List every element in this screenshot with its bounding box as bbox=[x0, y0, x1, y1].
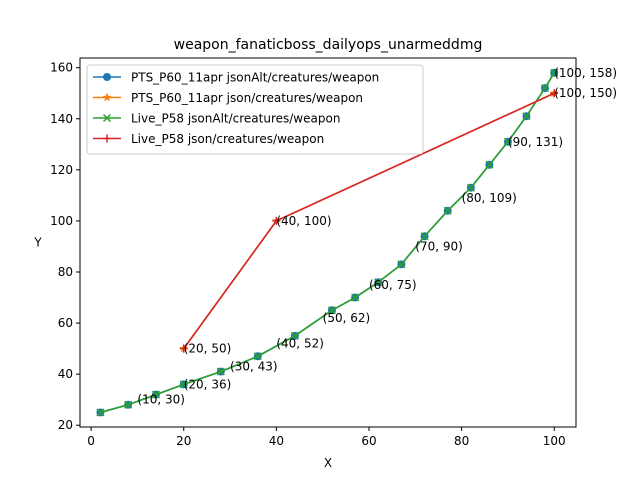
data-point-plus bbox=[272, 216, 281, 225]
data-point-x bbox=[443, 206, 452, 215]
legend-item: Live_P58 jsonAlt/creatures/weapon bbox=[93, 112, 340, 126]
data-point-x bbox=[253, 352, 262, 361]
x-tick-label: 20 bbox=[176, 434, 191, 448]
data-point-plus bbox=[179, 344, 188, 353]
data-point-plus bbox=[550, 89, 559, 98]
data-point-x bbox=[179, 380, 188, 389]
legend-label: PTS_P60_11apr jsonAlt/creatures/weapon bbox=[131, 71, 379, 85]
data-point-x bbox=[290, 331, 299, 340]
data-point-x bbox=[503, 137, 512, 146]
data-label: (20, 50) bbox=[184, 342, 232, 356]
y-tick-label: 60 bbox=[58, 316, 73, 330]
data-point-x bbox=[397, 260, 406, 269]
y-tick-label: 20 bbox=[58, 418, 73, 432]
data-label: (20, 36) bbox=[184, 377, 232, 391]
data-label: (100, 150) bbox=[554, 86, 617, 100]
plot-layer bbox=[96, 68, 559, 417]
data-point-x bbox=[96, 408, 105, 417]
x-tick-label: 100 bbox=[543, 434, 566, 448]
legend-box bbox=[86, 64, 424, 155]
data-point-x bbox=[351, 293, 360, 302]
data-point-x bbox=[466, 183, 475, 192]
data-label: (70, 90) bbox=[415, 239, 463, 253]
data-label: (80, 109) bbox=[462, 191, 517, 205]
data-point-x bbox=[374, 278, 383, 287]
data-point-x bbox=[550, 68, 559, 77]
data-label: (30, 43) bbox=[230, 359, 278, 373]
x-tick-label: 60 bbox=[361, 434, 376, 448]
annotation-layer: (10, 30) (20, 36) (20, 50) (30, 43) (40, 52)… bbox=[137, 66, 617, 407]
data-point-x bbox=[485, 160, 494, 169]
series-4 bbox=[179, 89, 559, 353]
data-point-x bbox=[102, 113, 112, 123]
data-point-x bbox=[420, 232, 429, 241]
data-label: (60, 75) bbox=[369, 278, 417, 292]
legend: PTS_P60_11apr jsonAlt/creatures/weapon PT… bbox=[86, 64, 424, 155]
y-tick-label: 40 bbox=[58, 367, 73, 381]
data-point-x bbox=[327, 306, 336, 315]
legend-label: Live_P58 json/creatures/weapon bbox=[131, 132, 324, 146]
chart-title: weapon_fanaticboss_dailyops_unarmeddmg bbox=[174, 37, 483, 53]
data-label: (50, 62) bbox=[323, 311, 371, 325]
data-label: (40, 52) bbox=[276, 336, 324, 350]
data-point-x bbox=[522, 112, 531, 121]
x-tick-label: 0 bbox=[87, 434, 95, 448]
y-tick-label: 140 bbox=[50, 112, 73, 126]
tick-layer: 0 20 40 60 80 100 20 40 60 80 100 120 140 160 bbox=[50, 61, 566, 448]
y-tick-label: 160 bbox=[50, 61, 73, 75]
axes-frame bbox=[79, 57, 577, 428]
x-tick-label: 40 bbox=[269, 434, 284, 448]
data-label: (100, 158) bbox=[554, 66, 617, 80]
legend-item: PTS_P60_11apr jsonAlt/creatures/weapon bbox=[93, 71, 379, 85]
legend-item: PTS_P60_11apr json/creatures/weapon bbox=[93, 91, 363, 105]
y-tick-label: 120 bbox=[50, 163, 73, 177]
y-tick-label: 80 bbox=[58, 265, 73, 279]
data-point-plus bbox=[103, 134, 111, 143]
data-point-x bbox=[540, 84, 550, 93]
x-axis-label: X bbox=[324, 456, 332, 470]
data-label: (90, 131) bbox=[508, 135, 563, 149]
series-3 bbox=[96, 68, 559, 417]
legend-label: PTS_P60_11apr json/creatures/weapon bbox=[131, 91, 363, 105]
data-label: (10, 30) bbox=[137, 393, 185, 407]
legend-item: Live_P58 json/creatures/weapon bbox=[93, 132, 324, 146]
data-label: (40, 100) bbox=[276, 214, 331, 228]
data-point-x bbox=[151, 390, 160, 399]
x-tick-label: 80 bbox=[454, 434, 469, 448]
y-axis-label: Y bbox=[33, 236, 42, 250]
data-point-circle bbox=[103, 73, 111, 81]
y-tick-label: 100 bbox=[50, 214, 73, 228]
data-point-x bbox=[216, 367, 225, 376]
data-point-x bbox=[124, 400, 133, 409]
data-point-star bbox=[102, 92, 112, 102]
legend-label: Live_P58 jsonAlt/creatures/weapon bbox=[131, 112, 340, 126]
